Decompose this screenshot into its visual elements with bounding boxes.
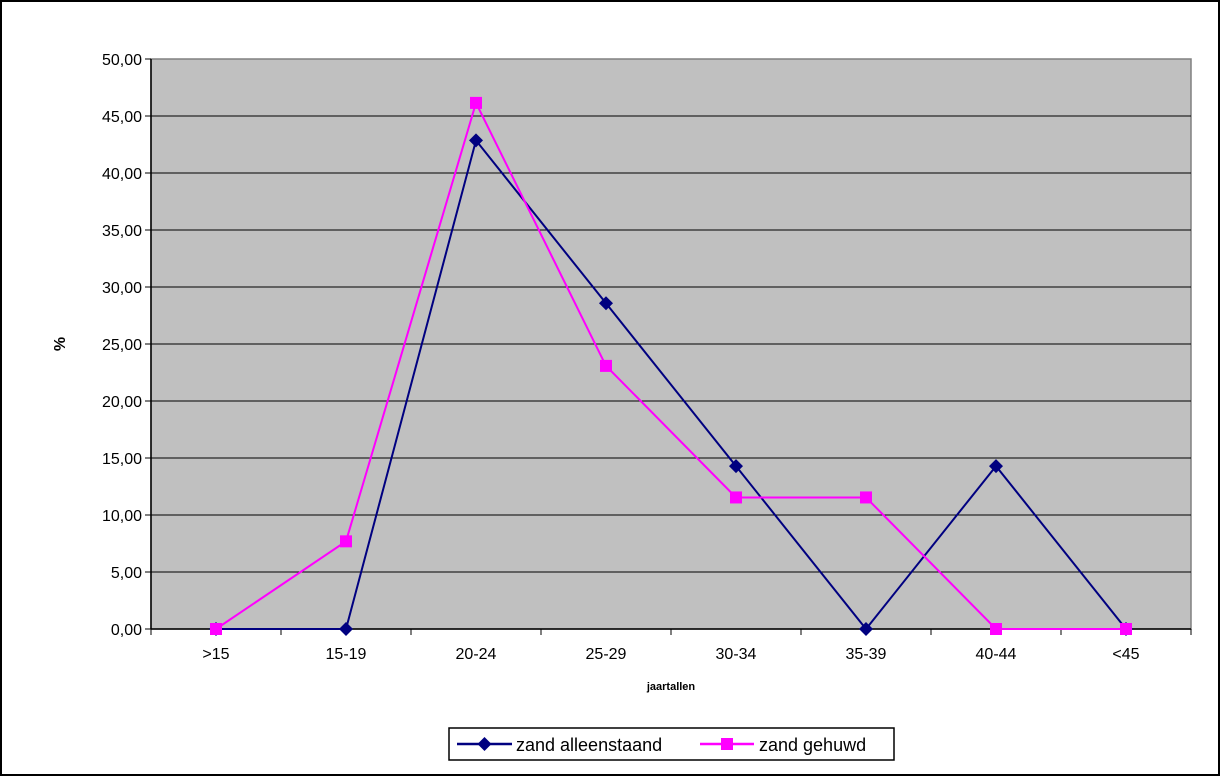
x-tick-label: <45: [1112, 646, 1139, 663]
x-tick-label: 25-29: [586, 646, 627, 663]
legend: zand alleenstaand zand gehuwd: [449, 728, 894, 760]
y-tick-label: 5,00: [111, 565, 142, 582]
x-axis-title: jaartallen: [646, 681, 696, 693]
data-point-square: [600, 360, 612, 372]
legend-marker-square: [721, 738, 733, 750]
legend-label-zand-gehuwd: zand gehuwd: [759, 735, 866, 755]
data-point-square: [730, 491, 742, 503]
x-tick-label: 30-34: [716, 646, 757, 663]
data-point-square: [990, 623, 1002, 635]
x-tick-label: 15-19: [326, 646, 367, 663]
data-point-square: [470, 97, 482, 109]
data-point-square: [340, 535, 352, 547]
y-tick-label: 0,00: [111, 622, 142, 639]
data-point-square: [1120, 623, 1132, 635]
y-tick-label: 35,00: [102, 223, 142, 240]
y-tick-label: 40,00: [102, 166, 142, 183]
y-tick-label: 30,00: [102, 280, 142, 297]
legend-label-zand-alleenstaand: zand alleenstaand: [516, 735, 662, 755]
x-tick-label: 20-24: [456, 646, 497, 663]
data-point-square: [210, 623, 222, 635]
y-tick-label: 10,00: [102, 508, 142, 525]
x-tick-label: 40-44: [976, 646, 1017, 663]
x-tick-label: 35-39: [846, 646, 887, 663]
y-tick-label: 20,00: [102, 394, 142, 411]
y-tick-label: 25,00: [102, 337, 142, 354]
y-tick-label: 45,00: [102, 109, 142, 126]
y-tick-label: 15,00: [102, 451, 142, 468]
x-tick-label: >15: [202, 646, 229, 663]
y-tick-label: 50,00: [102, 52, 142, 69]
data-point-square: [860, 491, 872, 503]
y-axis-title: %: [52, 337, 69, 351]
